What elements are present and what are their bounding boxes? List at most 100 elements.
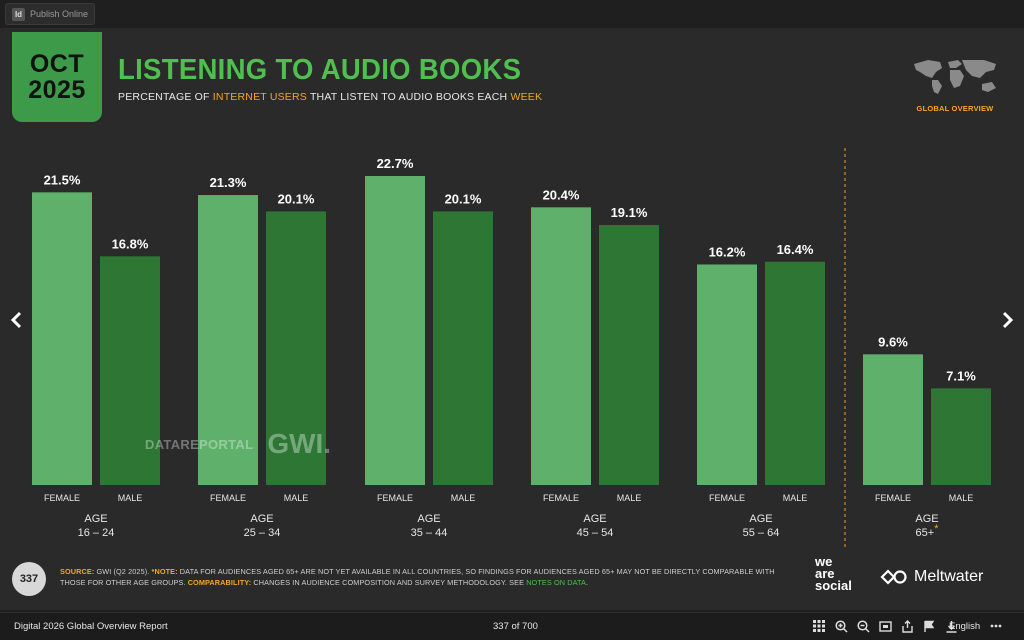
download-icon[interactable] <box>944 619 958 633</box>
region-label: GLOBAL OVERVIEW <box>916 104 994 113</box>
world-map-icon <box>914 60 996 94</box>
comparability-text: CHANGES IN AUDIENCE COMPOSITION AND SURV… <box>251 578 527 587</box>
age-label: AGE <box>583 513 606 525</box>
slide-subtitle: PERCENTAGE OF INTERNET USERS THAT LISTEN… <box>118 91 542 103</box>
bar-male-5 <box>931 388 991 485</box>
series-label: FEMALE <box>709 493 745 503</box>
was-line-2: are <box>815 566 835 581</box>
grid-icon[interactable] <box>812 619 826 633</box>
data-label: 7.1% <box>946 368 976 383</box>
chevron-right-icon <box>1002 311 1014 329</box>
bar-male-3 <box>599 225 659 486</box>
toolbar-icons <box>812 619 958 633</box>
data-label: 16.8% <box>112 236 149 251</box>
zoom-out-icon[interactable] <box>856 619 870 633</box>
source-text: GWI (Q2 2025). <box>94 567 152 576</box>
category-label: 16 – 24 <box>78 527 115 539</box>
comparability-label: COMPARABILITY: <box>187 578 252 587</box>
series-label: MALE <box>451 493 476 503</box>
page-indicator[interactable]: 337 of 700 <box>493 621 538 632</box>
data-label: 9.6% <box>878 334 908 349</box>
series-label: MALE <box>617 493 642 503</box>
category-label: 65+* <box>916 523 940 539</box>
data-label: 20.1% <box>278 191 315 206</box>
series-label: MALE <box>783 493 808 503</box>
was-line-3: social <box>815 578 852 593</box>
was-line-1: we <box>815 554 833 569</box>
age-label: AGE <box>250 513 273 525</box>
data-label: 22.7% <box>377 156 414 171</box>
series-label: MALE <box>118 493 143 503</box>
data-label: 16.4% <box>777 242 814 257</box>
meltwater-wordmark: Meltwater <box>914 568 984 585</box>
publish-online-button[interactable]: Id Publish Online <box>5 3 96 25</box>
bar-chart: 21.5% FEMALE 16.8% MALE AGE 16 – 24 21.3% FEMAL… <box>32 148 991 550</box>
bar-female-5 <box>863 354 923 485</box>
flag-icon[interactable] <box>922 619 936 633</box>
region-block: GLOBAL OVERVIEW <box>908 56 1002 113</box>
bar-female-2 <box>365 176 425 485</box>
note-text: DATA FOR AUDIENCES AGED 65+ ARE NOT YET … <box>60 567 775 587</box>
we-are-social-logo: we are social <box>815 554 852 593</box>
more-options-icon[interactable] <box>990 620 1002 631</box>
slide-number-badge: 337 <box>12 562 46 596</box>
subtitle-part-1: PERCENTAGE OF <box>118 91 213 103</box>
slide-title: LISTENING TO AUDIO BOOKS <box>118 54 522 86</box>
age-label: AGE <box>84 513 107 525</box>
notes-on-data-link[interactable]: NOTES ON DATA <box>526 578 587 587</box>
category-label: 55 – 64 <box>743 527 780 539</box>
meltwater-logo: Meltwater <box>880 568 983 586</box>
date-month: OCT <box>29 50 85 78</box>
footnote: SOURCE: GWI (Q2 2025). *NOTE: DATA FOR A… <box>60 566 790 588</box>
category-label: 25 – 34 <box>244 527 281 539</box>
data-label: 20.4% <box>543 187 580 202</box>
bar-male-0 <box>100 256 160 485</box>
data-label: 21.5% <box>44 172 81 187</box>
bar-male-2 <box>433 211 493 485</box>
series-label: FEMALE <box>210 493 246 503</box>
data-label: 16.2% <box>709 244 746 259</box>
subtitle-highlight-week: WEEK <box>510 91 543 103</box>
watermark-gwi: GWI. <box>267 428 332 459</box>
age-label: AGE <box>749 513 772 525</box>
fullscreen-icon[interactable] <box>878 619 892 633</box>
category-label: 45 – 54 <box>577 527 614 539</box>
series-label: FEMALE <box>543 493 579 503</box>
previous-slide-button[interactable] <box>6 308 26 332</box>
subtitle-highlight-internet-users: INTERNET USERS <box>212 91 308 103</box>
next-slide-button[interactable] <box>998 308 1018 332</box>
category-note-mark: * <box>934 523 939 535</box>
date-year: 2025 <box>28 76 86 104</box>
share-icon[interactable] <box>900 619 914 633</box>
watermark-datareportal: DATAREPORTAL <box>145 436 254 452</box>
subtitle-part-3: THAT LISTEN TO AUDIO BOOKS EACH <box>307 91 511 103</box>
bar-female-1 <box>198 195 258 486</box>
zoom-in-icon[interactable] <box>834 619 848 633</box>
slide: 21.5% FEMALE 16.8% MALE AGE 16 – 24 21.3% FEMAL… <box>0 28 1024 610</box>
series-label: MALE <box>284 493 309 503</box>
series-label: FEMALE <box>875 493 911 503</box>
viewer-toolbar: Digital 2026 Global Overview Report 337 … <box>0 612 1024 640</box>
bar-female-0 <box>32 192 92 485</box>
note-label: *NOTE: <box>151 567 178 576</box>
category-label: 35 – 44 <box>411 527 448 539</box>
series-label: MALE <box>949 493 974 503</box>
age-label: AGE <box>417 513 440 525</box>
bar-male-1 <box>266 211 326 485</box>
comparability-end: . <box>586 578 589 587</box>
document-title: Digital 2026 Global Overview Report <box>14 621 168 632</box>
data-label: 19.1% <box>611 205 648 220</box>
date-badge: OCT 2025 <box>12 32 102 122</box>
series-label: FEMALE <box>44 493 80 503</box>
language-selector[interactable]: English <box>949 621 981 632</box>
chevron-left-icon <box>10 311 22 329</box>
age-label: AGE <box>915 513 938 525</box>
publish-logo-icon: Id <box>12 7 25 21</box>
bar-female-4 <box>697 264 757 485</box>
data-label: 20.1% <box>445 191 482 206</box>
viewer-top-bar: Id Publish Online <box>0 0 1024 28</box>
meltwater-mark-icon <box>880 569 907 585</box>
series-label: FEMALE <box>377 493 413 503</box>
watermark: DATAREPORTAL GWI. <box>145 428 331 460</box>
bar-male-4 <box>765 261 825 485</box>
